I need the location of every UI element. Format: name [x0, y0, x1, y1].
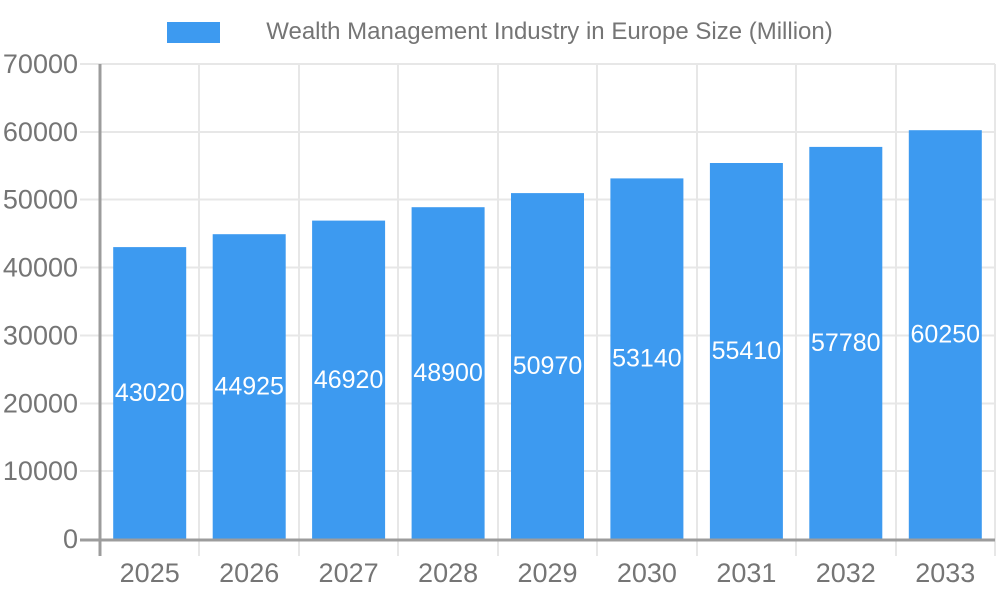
bar-series	[113, 130, 982, 539]
y-axis-label: 20000	[3, 388, 78, 418]
y-axis-label: 60000	[3, 117, 78, 147]
bar-value-label: 57780	[811, 329, 881, 357]
y-axis-label: 40000	[3, 253, 78, 283]
x-axis-label: 2033	[915, 558, 975, 588]
x-axis-label: 2031	[716, 558, 776, 588]
axis-lines	[80, 64, 995, 556]
bar	[610, 178, 684, 539]
bar	[212, 234, 286, 539]
bar-value-label: 60250	[911, 321, 981, 349]
bar-value-label: 50970	[513, 352, 583, 380]
x-axis-label: 2032	[816, 558, 876, 588]
bar	[511, 193, 584, 539]
x-axis-label: 2028	[418, 558, 478, 588]
x-axis-label: 2025	[120, 558, 180, 588]
bar	[113, 247, 187, 539]
x-axis-label: 2030	[617, 558, 677, 588]
bar-value-label: 55410	[712, 337, 782, 365]
bar	[312, 220, 386, 539]
bar-value-label: 48900	[413, 359, 483, 387]
bar	[908, 130, 982, 539]
bar	[411, 207, 485, 539]
bar	[709, 163, 783, 539]
x-axis-label: 2026	[219, 558, 279, 588]
y-axis-label: 50000	[3, 185, 78, 215]
y-axis-label: 10000	[3, 456, 78, 486]
bar-value-labels: 43020 44925 46920 48900 50970 53140 55410 57780…	[115, 321, 980, 407]
y-axis-labels: 0 10000 20000 30000 40000 50000 60000 70000	[3, 49, 78, 554]
bar-value-label: 53140	[612, 345, 682, 373]
x-axis-label: 2027	[319, 558, 379, 588]
bar-value-label: 43020	[115, 379, 185, 407]
y-axis-label: 0	[63, 524, 78, 554]
x-axis-label: 2029	[517, 558, 577, 588]
bar-value-label: 44925	[214, 373, 284, 401]
y-axis-label: 30000	[3, 320, 78, 350]
bar-value-label: 46920	[314, 366, 384, 394]
bar	[809, 146, 883, 539]
y-axis-label: 70000	[3, 49, 78, 79]
x-axis-labels: 2025 2026 2027 2028 2029 2030 2031 2032 2033	[120, 558, 976, 588]
